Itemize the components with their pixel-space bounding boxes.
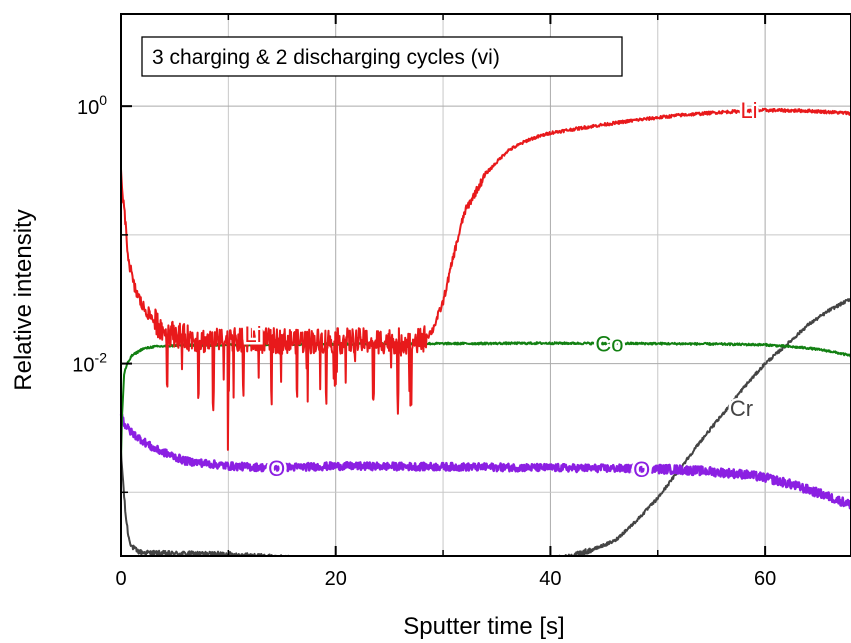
series-label-o: O xyxy=(268,456,285,481)
grid xyxy=(121,14,851,556)
series-label-li: Li xyxy=(740,98,757,123)
x-tick-label: 60 xyxy=(754,568,776,590)
chart-title: 3 charging & 2 discharging cycles (vi) xyxy=(152,46,500,69)
series-label-cr: Cr xyxy=(730,396,753,421)
series-label-co: Co xyxy=(595,332,623,357)
series-line-o xyxy=(119,412,851,510)
legend-box: 3 charging & 2 discharging cycles (vi) xyxy=(141,36,623,77)
series-label-li: Li xyxy=(244,322,261,347)
y-axis-title: Relative intensity xyxy=(10,209,37,390)
x-tick-label: 0 xyxy=(115,568,126,590)
axes: 0 20 40 60 100 10-2 xyxy=(72,14,776,590)
plot-frame xyxy=(120,13,851,557)
x-tick-label: 40 xyxy=(539,568,561,590)
series-line-li xyxy=(120,107,851,451)
y-tick-label: 10-2 xyxy=(72,350,107,377)
series-annotations: Li Li Co O O Cr xyxy=(242,96,760,485)
x-tick-label: 20 xyxy=(325,568,347,590)
x-axis-title: Sputter time [s] xyxy=(403,613,564,640)
series-label-o: O xyxy=(633,457,650,482)
y-tick-label: 100 xyxy=(77,92,107,119)
